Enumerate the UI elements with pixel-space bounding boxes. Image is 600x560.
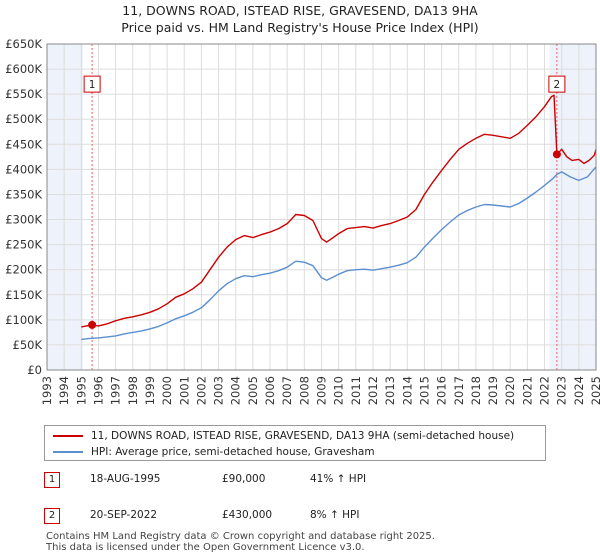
y-tick-label: £300K: [5, 213, 42, 227]
x-tick-label: 2022: [538, 376, 552, 405]
series-line: [81, 94, 597, 328]
y-axis-labels: £0 £50K £100K £150K £200K £250K £300K £350K £400…: [5, 37, 42, 377]
sale-price: £430,000: [222, 509, 273, 521]
legend: 11, DOWNS ROAD, ISTEAD RISE, GRAVESEND, …: [44, 425, 546, 461]
footer-line-2: This data is licensed under the Open Gov…: [46, 542, 365, 553]
plot-frame: [46, 43, 597, 371]
shaded-region: [549, 44, 596, 370]
sale-hpi-change: 8% ↑ HPI: [310, 509, 360, 521]
sale-points: [88, 150, 561, 329]
sale-point: [88, 320, 97, 329]
series-layer: [81, 94, 597, 341]
x-tick-label: 2012: [366, 376, 380, 405]
x-tick-label: 2021: [520, 376, 534, 405]
sale-number-badge: 1: [44, 472, 60, 488]
y-tick-label: £350K: [5, 187, 42, 201]
x-tick-label: 2007: [280, 376, 294, 405]
x-tick-label: 2017: [452, 376, 466, 405]
x-tick-label: 2011: [349, 376, 363, 405]
shaded-region: [47, 44, 84, 370]
legend-label-property: 11, DOWNS ROAD, ISTEAD RISE, GRAVESEND, …: [91, 430, 515, 442]
sale-row: 2 20-SEP-2022 £430,000 8% ↑ HPI: [44, 508, 564, 544]
sale-date: 18-AUG-1995: [90, 473, 161, 485]
x-tick-label: 2009: [315, 376, 329, 405]
legend-label-hpi: HPI: Average price, semi-detached house,…: [91, 446, 375, 458]
shade-layer: [47, 44, 596, 370]
price-chart: £0 £50K £100K £150K £200K £250K £300K £350K £400…: [5, 37, 600, 405]
sale-point: [552, 150, 561, 159]
title-line-2: Price paid vs. HM Land Registry's House …: [121, 20, 479, 35]
y-tick-label: £550K: [5, 87, 42, 101]
x-tick-label: 2010: [332, 376, 346, 405]
x-tick-label: 2008: [297, 376, 311, 405]
x-tick-label: 2016: [435, 376, 449, 405]
grid-layer: [46, 43, 597, 371]
y-tick-label: £400K: [5, 162, 42, 176]
y-tick-label: £200K: [5, 263, 42, 277]
sale-annotation-box: [548, 75, 566, 93]
legend-swatch-property: [53, 435, 83, 437]
x-tick-label: 2003: [212, 376, 226, 405]
sales-table: 1 18-AUG-1995 £90,000 41% ↑ HPI 2 20-SEP…: [44, 472, 564, 544]
x-tick-label: 2020: [503, 376, 517, 405]
x-tick-label: 2019: [486, 376, 500, 405]
x-tick-label: 2001: [177, 376, 191, 405]
x-tick-label: 1996: [91, 376, 105, 405]
sale-annotation-label: 2: [554, 79, 561, 91]
sale-price: £90,000: [222, 473, 266, 485]
title-line-1: 11, DOWNS ROAD, ISTEAD RISE, GRAVESEND, …: [122, 3, 478, 18]
x-tick-label: 1993: [40, 376, 54, 405]
x-tick-label: 2014: [400, 376, 414, 405]
x-tick-label: 1998: [126, 376, 140, 405]
x-tick-label: 2005: [246, 376, 260, 405]
x-tick-label: 2015: [417, 376, 431, 405]
sale-annotation-box: [83, 75, 101, 93]
legend-swatch-hpi: [53, 451, 83, 453]
y-tick-label: £450K: [5, 137, 42, 151]
y-tick-label: £150K: [5, 288, 42, 302]
x-tick-label: 2002: [194, 376, 208, 405]
y-tick-label: £650K: [5, 37, 42, 51]
x-tick-label: 2023: [555, 376, 569, 405]
footer-attribution: Contains HM Land Registry data © Crown c…: [46, 531, 586, 553]
x-tick-label: 2024: [572, 376, 586, 405]
sale-row: 1 18-AUG-1995 £90,000 41% ↑ HPI: [44, 472, 564, 508]
y-tick-label: £250K: [5, 238, 42, 252]
x-axis-labels: 1993 1994 1995 1996 1997 1998 1999 2000 2001 2002…: [40, 376, 600, 405]
x-tick-label: 2000: [160, 376, 174, 405]
sale-hpi-change: 41% ↑ HPI: [310, 473, 367, 485]
y-tick-label: £500K: [5, 112, 42, 126]
x-tick-label: 2013: [383, 376, 397, 405]
chart-title: 11, DOWNS ROAD, ISTEAD RISE, GRAVESEND, …: [0, 2, 600, 36]
x-tick-label: 2004: [229, 376, 243, 405]
x-tick-label: 1995: [74, 376, 88, 405]
sale-marker-lines: [91, 44, 558, 370]
x-tick-label: 1999: [143, 376, 157, 405]
x-tick-label: 2018: [469, 376, 483, 405]
x-tick-label: 1994: [57, 376, 71, 405]
x-tick-label: 1997: [109, 376, 123, 405]
footer-line-1: Contains HM Land Registry data © Crown c…: [46, 531, 435, 542]
x-tick-label: 2025: [589, 376, 600, 405]
x-tick-label: 2006: [263, 376, 277, 405]
y-tick-label: £600K: [5, 62, 42, 76]
series-line: [81, 166, 597, 341]
sale-number-badge: 2: [44, 508, 60, 524]
y-tick-label: £50K: [13, 338, 43, 352]
sale-annotation-label: 1: [89, 79, 96, 91]
y-tick-label: £0: [27, 363, 42, 377]
y-tick-label: £100K: [5, 313, 42, 327]
sale-date: 20-SEP-2022: [90, 509, 158, 521]
